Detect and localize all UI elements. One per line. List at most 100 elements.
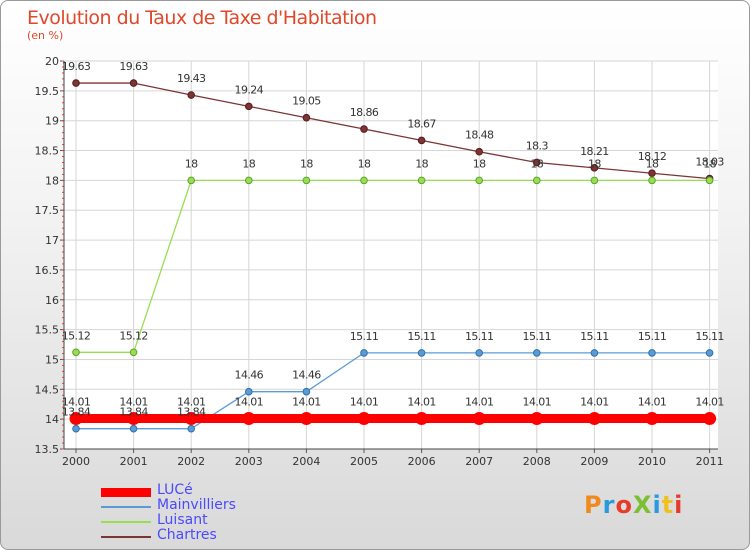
data-label: 14.01 xyxy=(523,396,552,409)
data-point xyxy=(587,412,601,426)
data-label: 14.01 xyxy=(119,396,148,409)
data-label: 18 xyxy=(415,157,428,170)
x-tick-label: 2000 xyxy=(62,455,90,468)
data-point xyxy=(530,412,544,426)
data-point xyxy=(72,79,80,87)
data-label: 14.01 xyxy=(465,396,494,409)
data-label: 14.46 xyxy=(292,369,321,382)
data-point xyxy=(129,424,138,433)
data-point xyxy=(299,412,313,426)
x-tick-label: 2001 xyxy=(120,455,148,468)
data-point xyxy=(648,176,656,185)
legend-label: Chartres xyxy=(157,527,217,543)
data-point xyxy=(590,164,599,172)
data-label: 19.24 xyxy=(235,83,264,96)
data-point xyxy=(360,349,368,357)
data-label: 13.84 xyxy=(177,406,206,419)
data-label: 18.3 xyxy=(526,139,549,152)
data-label: 19.05 xyxy=(292,95,321,108)
data-label: 14.46 xyxy=(235,369,264,382)
y-tick-label: 15.5 xyxy=(35,324,60,337)
data-point xyxy=(417,349,426,357)
data-label: 18 xyxy=(473,157,486,170)
data-point xyxy=(72,424,80,433)
data-point xyxy=(533,176,541,185)
logo-letter: X xyxy=(632,491,653,519)
data-label: 18.12 xyxy=(638,150,667,163)
data-label: 14.01 xyxy=(292,396,321,409)
data-label: 14.01 xyxy=(235,396,264,409)
x-tick-label: 2004 xyxy=(292,455,320,468)
data-label: 18 xyxy=(646,157,659,170)
data-label: 14.01 xyxy=(62,396,91,409)
data-point xyxy=(475,349,484,357)
data-point xyxy=(187,91,195,99)
data-point xyxy=(705,176,714,185)
proxiti-logo: ProXiti xyxy=(584,491,683,519)
data-point xyxy=(127,412,141,426)
y-tick-label: 14.5 xyxy=(35,383,60,396)
data-label: 15.11 xyxy=(638,330,667,343)
legend-swatch xyxy=(101,506,151,508)
y-tick-label: 19.5 xyxy=(35,85,60,98)
y-tick-label: 15 xyxy=(45,353,59,366)
data-point xyxy=(72,348,80,357)
data-point xyxy=(302,176,311,185)
data-label: 15.11 xyxy=(580,330,609,343)
data-point xyxy=(472,412,486,426)
data-label: 18 xyxy=(300,157,313,170)
logo-letter: r xyxy=(602,491,616,519)
y-axis-unit: (en %) xyxy=(27,29,64,42)
x-tick-label: 2009 xyxy=(580,455,608,468)
data-label: 18.67 xyxy=(407,117,436,130)
logo-letter: i xyxy=(674,491,684,519)
data-label: 18.03 xyxy=(695,156,724,169)
data-point xyxy=(417,136,426,145)
data-point xyxy=(475,176,484,185)
data-point xyxy=(417,176,426,185)
y-tick-label: 16 xyxy=(45,294,59,307)
data-label: 13.84 xyxy=(119,406,148,419)
data-label: 14.01 xyxy=(177,396,206,409)
data-point xyxy=(187,176,195,185)
data-point xyxy=(245,102,253,111)
y-tick-label: 18.5 xyxy=(35,145,60,158)
y-tick-label: 17.5 xyxy=(35,204,60,217)
data-point xyxy=(648,169,656,178)
data-label: 15.12 xyxy=(119,329,148,342)
data-label: 14.01 xyxy=(695,396,724,409)
data-label: 14.01 xyxy=(580,396,609,409)
y-tick-label: 19 xyxy=(45,115,59,128)
data-point xyxy=(590,176,599,185)
x-tick-label: 2007 xyxy=(465,455,493,468)
data-point xyxy=(184,412,198,426)
data-label: 14.01 xyxy=(638,396,667,409)
data-label: 18.48 xyxy=(465,129,494,142)
data-label: 18 xyxy=(358,157,371,170)
x-tick-label: 2006 xyxy=(408,455,436,468)
data-point xyxy=(242,412,256,426)
legend-label: Mainvilliers xyxy=(157,497,236,513)
data-point xyxy=(69,412,83,426)
y-tick-label: 20 xyxy=(45,55,59,68)
data-label: 15.12 xyxy=(62,329,91,342)
logo-letter: t xyxy=(661,491,675,519)
data-label: 14.01 xyxy=(350,396,379,409)
data-point xyxy=(648,349,656,357)
legend-swatch xyxy=(101,521,151,523)
x-tick-label: 2011 xyxy=(696,455,724,468)
data-point xyxy=(475,147,484,156)
x-tick-label: 2008 xyxy=(523,455,551,468)
data-point xyxy=(129,79,138,87)
y-tick-label: 17 xyxy=(45,234,59,247)
data-label: 15.11 xyxy=(523,330,552,343)
data-point xyxy=(357,412,371,426)
data-label: 18 xyxy=(185,157,198,170)
data-point xyxy=(533,158,541,167)
data-label: 19.63 xyxy=(119,60,148,73)
data-label: 14.01 xyxy=(407,396,436,409)
data-label: 18.21 xyxy=(580,145,609,158)
chart-title: Evolution du Taux de Taxe d'Habitation xyxy=(27,7,377,29)
logo-letter: i xyxy=(652,491,662,519)
x-tick-label: 2005 xyxy=(350,455,378,468)
